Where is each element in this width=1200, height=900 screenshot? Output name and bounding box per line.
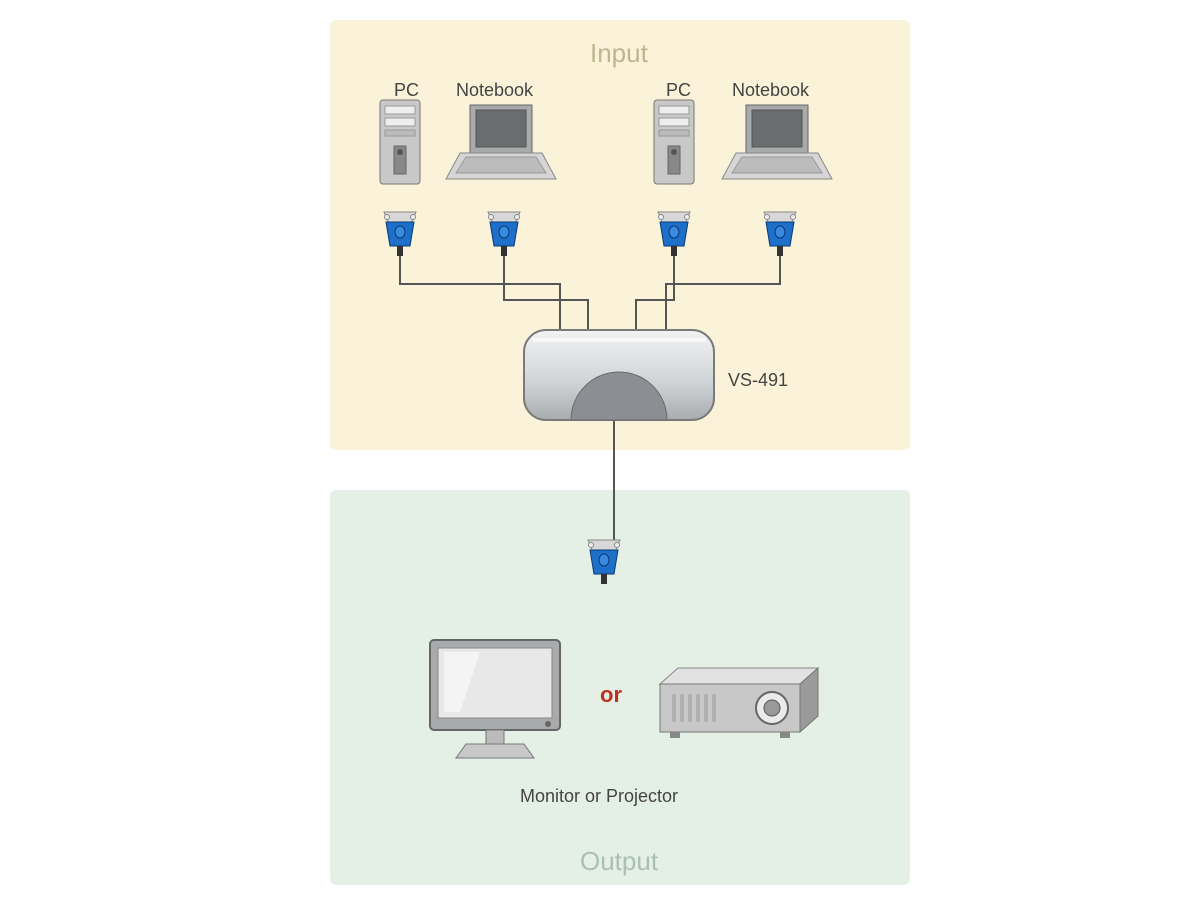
pc-icon [380, 100, 420, 184]
switch-device-icon [524, 330, 714, 420]
vga-connector-icon [384, 212, 416, 256]
diagram-svg [0, 0, 1200, 900]
vga-connector-icon [488, 212, 520, 256]
vga-connector-icon [658, 212, 690, 256]
vga-connector-icon [588, 540, 620, 584]
notebook-icon [446, 105, 556, 179]
notebook-icon [722, 105, 832, 179]
vga-connector-icon [764, 212, 796, 256]
pc-icon [654, 100, 694, 184]
monitor-icon [430, 640, 560, 758]
projector-icon [660, 668, 818, 738]
